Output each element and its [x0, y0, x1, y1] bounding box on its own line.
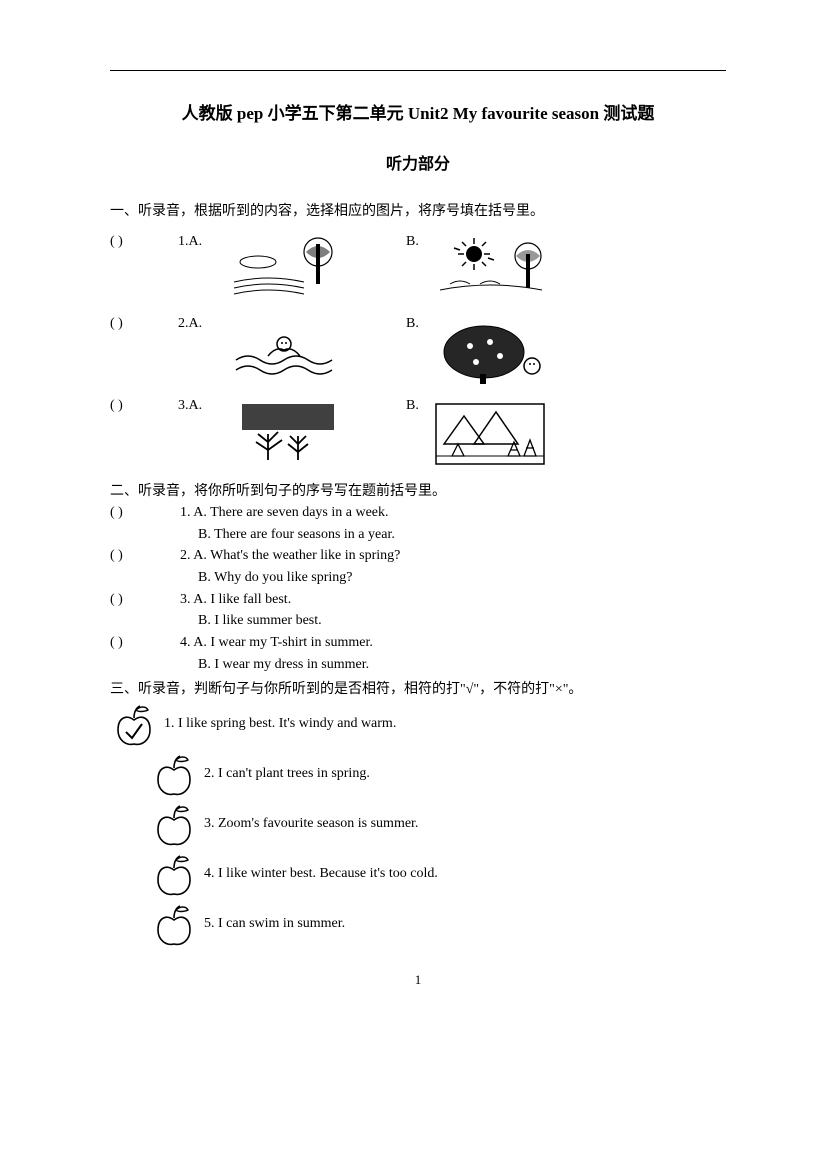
page-title: 人教版 pep 小学五下第二单元 Unit2 My favourite seas… — [110, 99, 726, 124]
q3-option-a-image — [228, 398, 348, 470]
s2-q3-b: B. I like summer best. — [198, 610, 322, 632]
section1-heading: 一、听录音，根据听到的内容，选择相应的图片，将序号填在括号里。 — [110, 200, 726, 220]
s2-q1-b: B. There are four seasons in a year. — [198, 524, 395, 546]
paren-blank[interactable]: ( ) — [110, 234, 178, 250]
q1-label: 1.A. — [178, 234, 220, 250]
s3-q3-text: 3. Zoom's favourite season is summer. — [204, 816, 418, 832]
section1-item-2: ( ) 2.A. B. — [110, 316, 726, 388]
top-horizontal-rule — [110, 70, 726, 71]
section3-item-1: 1. I like spring best. It's windy and wa… — [110, 700, 726, 748]
q2-option-b-image — [430, 316, 550, 388]
paren-blank[interactable]: ( ) — [110, 502, 180, 524]
apple-icon[interactable] — [150, 800, 198, 848]
section2-item-2: ( )2. A. What's the weather like in spri… — [110, 545, 726, 588]
section3-item-4: 4. I like winter best. Because it's too … — [150, 850, 726, 898]
paren-blank[interactable]: ( ) — [110, 316, 178, 332]
s2-q4-a: 4. A. I wear my T-shirt in summer. — [180, 632, 373, 654]
subtitle-listening: 听力部分 — [110, 150, 726, 174]
s3-q2-text: 2. I can't plant trees in spring. — [204, 766, 370, 782]
paren-blank[interactable]: ( ) — [110, 545, 180, 567]
section2-item-1: ( )1. A. There are seven days in a week.… — [110, 502, 726, 545]
section2-item-4: ( )4. A. I wear my T-shirt in summer. B.… — [110, 632, 726, 675]
s2-q1-a: 1. A. There are seven days in a week. — [180, 502, 389, 524]
q2-option-a-image — [228, 316, 348, 388]
q3-option-b-label: B. — [406, 398, 422, 414]
s3-q4-text: 4. I like winter best. Because it's too … — [204, 866, 438, 882]
section3-item-2: 2. I can't plant trees in spring. — [150, 750, 726, 798]
s2-q2-b: B. Why do you like spring? — [198, 567, 353, 589]
apple-icon[interactable] — [150, 750, 198, 798]
page-number: 1 — [110, 972, 726, 988]
s2-q2-a: 2. A. What's the weather like in spring? — [180, 545, 400, 567]
section3-item-3: 3. Zoom's favourite season is summer. — [150, 800, 726, 848]
section1-item-3: ( ) 3.A. B. — [110, 398, 726, 470]
paren-blank[interactable]: ( ) — [110, 589, 180, 611]
paren-blank[interactable]: ( ) — [110, 632, 180, 654]
q2-label: 2.A. — [178, 316, 220, 332]
apple-icon[interactable] — [150, 900, 198, 948]
s2-q4-b: B. I wear my dress in summer. — [198, 654, 369, 676]
section1-item-1: ( ) 1.A. B. — [110, 234, 726, 306]
s3-q5-text: 5. I can swim in summer. — [204, 916, 345, 932]
q1-option-a-image — [228, 234, 348, 306]
paren-blank[interactable]: ( ) — [110, 398, 178, 414]
s2-q3-a: 3. A. I like fall best. — [180, 589, 291, 611]
q2-option-b-label: B. — [406, 316, 422, 332]
section3-heading: 三、听录音，判断句子与你所听到的是否相符，相符的打"√"，不符的打"×"。 — [110, 678, 726, 698]
q1-option-b-image — [430, 234, 550, 306]
q3-label: 3.A. — [178, 398, 220, 414]
section2-heading: 二、听录音，将你所听到句子的序号写在题前括号里。 — [110, 480, 726, 500]
section3-item-5: 5. I can swim in summer. — [150, 900, 726, 948]
q3-option-b-image — [430, 398, 550, 470]
section2-item-3: ( )3. A. I like fall best. B. I like sum… — [110, 589, 726, 632]
q1-option-b-label: B. — [406, 234, 422, 250]
apple-icon[interactable] — [110, 700, 158, 748]
s3-q1-text: 1. I like spring best. It's windy and wa… — [164, 716, 396, 732]
apple-icon[interactable] — [150, 850, 198, 898]
